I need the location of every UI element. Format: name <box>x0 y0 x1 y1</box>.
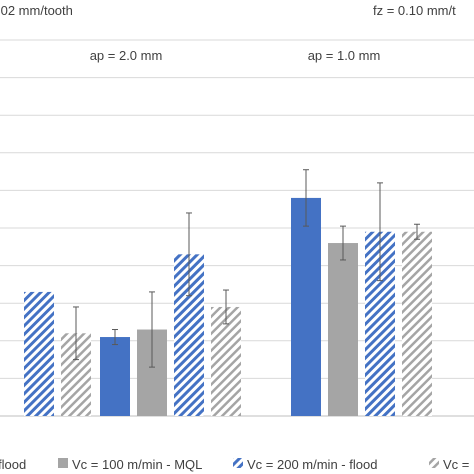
error-bar-series-2-group-3 <box>340 225 346 261</box>
chart-title-right: fz = 0.10 mm/t <box>373 3 456 18</box>
error-bar-series-4-group-2 <box>223 289 229 325</box>
legend-swatch-series-3 <box>233 458 243 468</box>
bar-series-4-group-2 <box>211 306 241 416</box>
error-bar-series-4-group-1 <box>73 306 79 361</box>
error-bar-series-1-group-3 <box>303 169 309 227</box>
error-bar-series-3-group-2 <box>186 212 192 297</box>
legend-label-series-2: Vc = 100 m/min - MQL <box>72 457 202 472</box>
error-bar-series-3-group-3 <box>377 182 383 282</box>
bar-series-2-group-3 <box>328 243 358 416</box>
group-label-ap-1: ap = 1.0 mm <box>308 48 381 63</box>
group-label-ap-2: ap = 2.0 mm <box>90 48 163 63</box>
legend-label-series-3: Vc = 200 m/min - flood <box>247 457 377 472</box>
legend-swatch-series-4 <box>429 458 439 468</box>
legend-label-series-4: Vc = <box>443 457 469 472</box>
bar-series-1-group-3 <box>291 197 321 416</box>
chart-title-left: .02 mm/tooth <box>0 3 73 18</box>
error-bars <box>73 169 420 368</box>
bar-series-3-group-1 <box>24 291 54 416</box>
error-bar-series-4-group-3 <box>414 223 420 240</box>
legend: flood Vc = 100 m/min - MQL Vc = 200 m/mi… <box>0 457 469 472</box>
error-bar-series-1-group-2 <box>112 329 118 346</box>
legend-swatch-series-2 <box>58 458 68 468</box>
bar-series-1-group-2 <box>100 337 130 416</box>
error-bar-series-2-group-2 <box>149 291 155 368</box>
legend-label-series-1: flood <box>0 457 26 472</box>
bars <box>24 197 432 416</box>
bar-series-4-group-3 <box>402 231 432 416</box>
